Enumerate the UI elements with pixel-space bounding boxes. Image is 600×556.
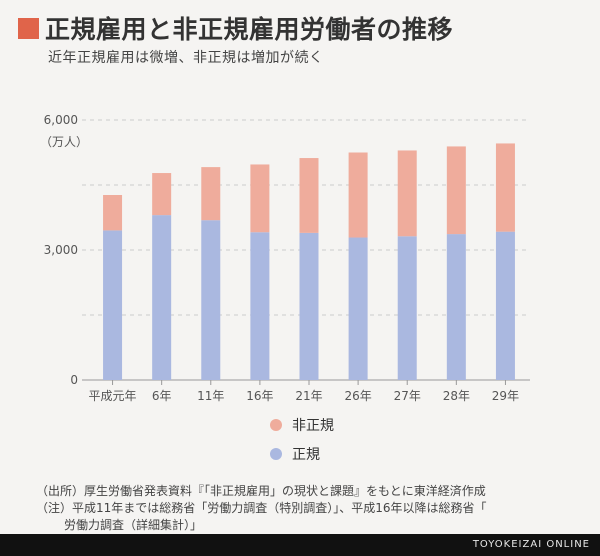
chart-subtitle: 近年正規雇用は微増、非正規は増加が続く: [48, 50, 324, 66]
x-tick-label: 平成元年: [89, 389, 137, 403]
bar-non-regular: [250, 164, 270, 233]
x-tick-label: 21年: [295, 389, 322, 403]
bar-non-regular: [152, 173, 172, 216]
bar-regular: [103, 230, 123, 380]
legend-label-regular: 正規: [292, 447, 320, 463]
bar-non-regular: [103, 195, 123, 231]
bar-regular: [495, 231, 515, 380]
bar-regular: [446, 234, 466, 380]
y-axis-unit-label: （万人）: [40, 135, 89, 149]
bar-non-regular: [495, 143, 515, 232]
x-tick-label: 27年: [394, 389, 421, 403]
bar-regular: [250, 232, 270, 380]
x-tick-label: 11年: [197, 389, 224, 403]
source-note: （出所）厚生労働省発表資料『「非正規雇用」の現状と課題』をもとに東洋経済作成: [36, 484, 486, 498]
notes: （出所）厚生労働省発表資料『「非正規雇用」の現状と課題』をもとに東洋経済作成 （…: [36, 483, 487, 534]
x-tick-label: 6年: [152, 389, 172, 403]
legend-item-non-regular: 非正規: [270, 415, 334, 435]
bar-regular: [201, 220, 221, 380]
bar-non-regular: [446, 146, 466, 235]
title-accent-mark: [18, 17, 39, 39]
footnote-line-1: （注）平成11年までは総務省「労働力調査（特別調査）」、平成16年以降は総務省「: [36, 501, 487, 515]
y-tick-label: 6,000: [44, 113, 78, 127]
x-tick-label: 28年: [443, 389, 470, 403]
bar-chart: 0 3,000 6,000 平成元年 6年 11年 16年 21年 26年 27年 28年 29年: [44, 113, 530, 403]
bar-non-regular: [201, 167, 221, 221]
bar-non-regular: [348, 152, 368, 238]
bar-non-regular: [299, 158, 319, 233]
x-tick-label: 26年: [344, 389, 371, 403]
x-tick-label: 16年: [246, 389, 273, 403]
bar-non-regular: [397, 150, 417, 237]
legend-item-regular: 正規: [270, 444, 320, 464]
chart-title: 正規雇用と非正規雇用労働者の推移: [45, 15, 454, 44]
footer-brand: TOYOKEIZAI ONLINE: [0, 534, 600, 556]
bar-regular: [397, 236, 417, 380]
bar-regular: [348, 237, 368, 380]
bar-regular: [152, 215, 172, 380]
bar-regular: [299, 232, 319, 380]
y-tick-label: 3,000: [44, 243, 78, 257]
y-tick-label: 0: [70, 373, 78, 387]
legend-label-non-regular: 非正規: [292, 418, 334, 434]
title-row: 正規雇用と非正規雇用労働者の推移: [18, 10, 453, 46]
legend-swatch-regular: [270, 448, 282, 460]
footnote-line-2: 労働力調査（詳細集計）」: [64, 518, 203, 532]
legend-swatch-non-regular: [270, 419, 282, 431]
x-tick-label: 29年: [492, 389, 519, 403]
